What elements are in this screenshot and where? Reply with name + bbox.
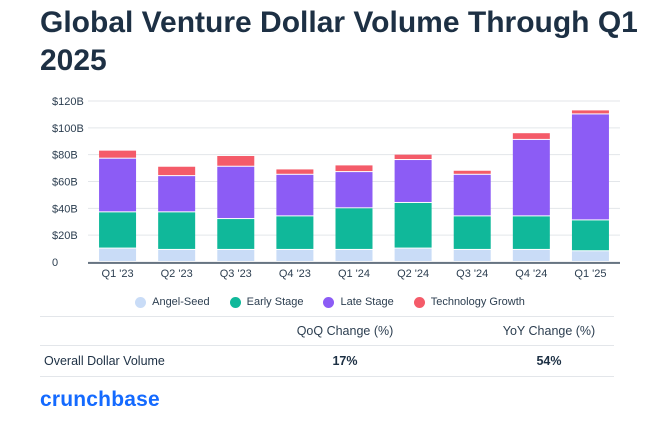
bar-early-stage xyxy=(276,216,314,249)
y-tick-label: $20B xyxy=(52,230,78,242)
summary-data-row: Overall Dollar Volume 17% 54% xyxy=(40,346,614,377)
legend-item-angel-seed: Angel-Seed xyxy=(135,296,210,308)
bar-late-stage xyxy=(335,172,373,208)
bar-early-stage xyxy=(571,220,609,251)
legend-swatch-early-stage xyxy=(229,296,241,308)
legend-swatch-late-stage xyxy=(323,296,335,308)
stacked-bar-chart: 0 $20B $40B $60B $80B $100B $120B Q1 '23 Q2 '23 Q… xyxy=(52,96,620,280)
bar-angel-seed xyxy=(335,249,373,261)
x-tick-label: Q4 '24 xyxy=(515,268,547,280)
x-tick-label: Q2 '23 xyxy=(161,268,193,280)
bar-early-stage xyxy=(335,208,373,249)
x-tick-label: Q2 '24 xyxy=(397,268,429,280)
bar-technology-growth xyxy=(453,170,491,174)
chart-legend: Angel-Seed Early Stage Late Stage Techno… xyxy=(0,296,660,308)
bar-early-stage xyxy=(99,212,137,248)
legend-label: Technology Growth xyxy=(430,296,525,308)
bar-angel-seed xyxy=(217,249,255,261)
bar-angel-seed xyxy=(512,249,550,261)
bar-late-stage xyxy=(217,166,255,219)
bar-technology-growth xyxy=(158,166,196,176)
legend-swatch-technology-growth xyxy=(413,296,425,308)
y-tick-label: $100B xyxy=(52,123,84,135)
legend-item-late-stage: Late Stage xyxy=(323,296,394,308)
x-tick-label: Q4 '23 xyxy=(279,268,311,280)
x-tick-label: Q1 '25 xyxy=(574,268,606,280)
bar-late-stage xyxy=(512,139,550,216)
bar-technology-growth xyxy=(335,165,373,172)
bar-early-stage xyxy=(512,216,550,249)
y-tick-label: $60B xyxy=(52,177,78,189)
y-tick-label: $80B xyxy=(52,150,78,162)
x-tick-label: Q3 '23 xyxy=(220,268,252,280)
bar-late-stage xyxy=(276,174,314,216)
bar-angel-seed xyxy=(99,248,137,261)
summary-header-row: QoQ Change (%) YoY Change (%) xyxy=(40,316,614,346)
y-tick-label: $120B xyxy=(52,96,84,108)
row-label: Overall Dollar Volume xyxy=(44,354,165,368)
bar-angel-seed xyxy=(571,251,609,261)
bar-technology-growth xyxy=(217,156,255,166)
bar-angel-seed xyxy=(453,249,491,261)
bar-late-stage xyxy=(158,176,196,212)
x-tick-label: Q1 '23 xyxy=(102,268,134,280)
bar-late-stage xyxy=(99,158,137,212)
qoq-header: QoQ Change (%) xyxy=(296,324,394,338)
bar-early-stage xyxy=(394,202,432,248)
bar-early-stage xyxy=(158,212,196,249)
bar-late-stage xyxy=(394,160,432,202)
bar-technology-growth xyxy=(99,150,137,158)
summary-table: QoQ Change (%) YoY Change (%) Overall Do… xyxy=(40,316,614,377)
crunchbase-logo: crunchbase xyxy=(40,388,160,411)
legend-item-technology-growth: Technology Growth xyxy=(413,296,525,308)
bar-late-stage xyxy=(571,114,609,220)
bar-late-stage xyxy=(453,174,491,216)
x-tick-label: Q3 '24 xyxy=(456,268,488,280)
legend-label: Late Stage xyxy=(340,296,394,308)
yoy-value: 54% xyxy=(536,354,562,368)
bar-technology-growth xyxy=(276,169,314,174)
bar-angel-seed xyxy=(276,249,314,261)
bar-technology-growth xyxy=(571,110,609,114)
chart-title: Global Venture Dollar Volume Through Q1 … xyxy=(40,6,638,77)
legend-label: Early Stage xyxy=(246,296,304,308)
legend-label: Angel-Seed xyxy=(152,296,210,308)
x-tick-label: Q1 '24 xyxy=(338,268,370,280)
qoq-value: 17% xyxy=(332,354,358,368)
y-tick-label: 0 xyxy=(52,257,58,269)
bar-early-stage xyxy=(453,216,491,249)
bar-early-stage xyxy=(217,219,255,249)
bar-technology-growth xyxy=(512,133,550,139)
bar-angel-seed xyxy=(394,248,432,261)
yoy-header: YoY Change (%) xyxy=(502,324,596,338)
bar-technology-growth xyxy=(394,154,432,160)
y-tick-label: $40B xyxy=(52,203,78,215)
legend-swatch-angel-seed xyxy=(135,296,147,308)
bar-angel-seed xyxy=(158,249,196,261)
legend-item-early-stage: Early Stage xyxy=(229,296,304,308)
